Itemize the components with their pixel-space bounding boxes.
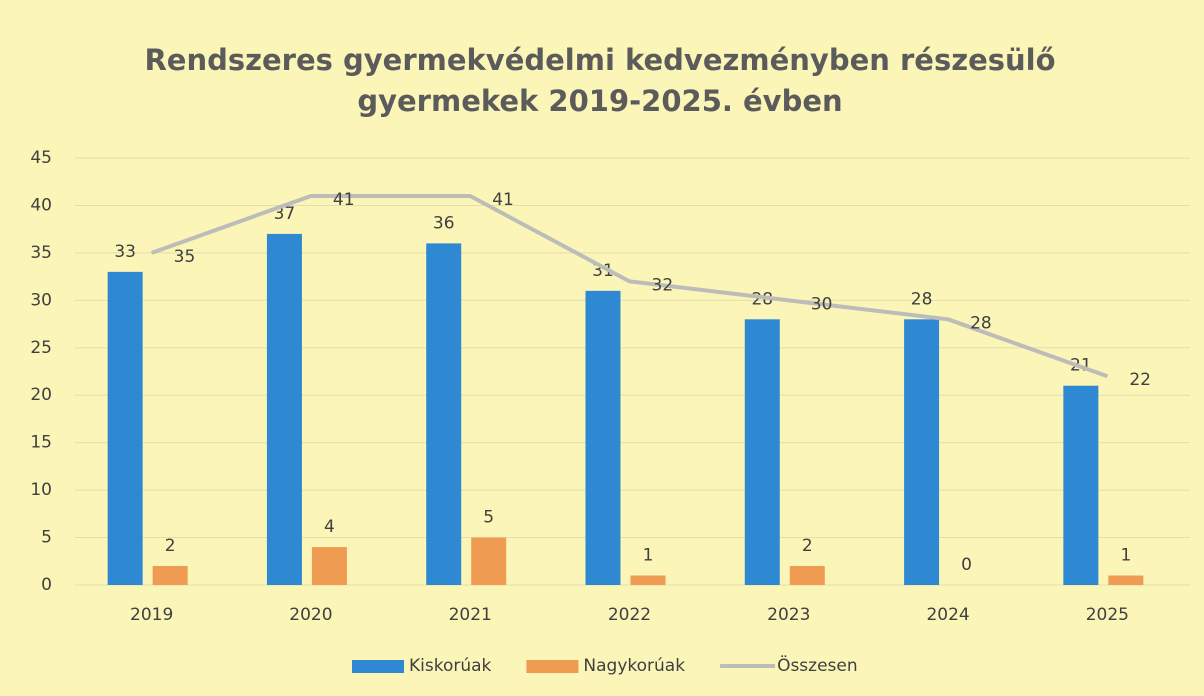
data-label: 28 [751,289,773,309]
data-label: 41 [492,190,514,210]
bar [426,243,462,585]
x-tick-label: 2020 [289,605,332,625]
x-tick-label: 2023 [767,605,810,625]
x-tick-label: 2025 [1086,605,1129,625]
data-label: 35 [174,247,196,267]
bar [471,537,507,585]
bar [266,233,302,585]
data-label: 30 [811,294,833,314]
data-label: 28 [970,313,992,333]
data-label: 33 [114,242,136,262]
bar [107,271,143,585]
bar [904,319,940,585]
x-tick-label: 2024 [926,605,969,625]
bar [311,547,347,585]
legend-swatch [526,660,579,673]
data-label: 4 [324,517,335,537]
data-label: 2 [802,536,813,556]
data-label: 5 [483,508,494,528]
y-tick-label: 40 [30,195,52,215]
y-tick-label: 10 [30,480,52,500]
bar [744,319,780,585]
bar [585,290,621,585]
data-label: 22 [1129,370,1151,390]
line [150,193,1109,379]
y-tick-label: 15 [30,433,52,453]
data-label: 32 [652,275,674,295]
data-label: 1 [643,546,654,566]
data-label: 0 [961,555,972,575]
y-tick-label: 25 [30,338,52,358]
y-tick-label: 20 [30,385,52,405]
legend-label: Összesen [777,654,858,676]
data-label: 2 [165,536,176,556]
y-tick-label: 35 [30,243,52,263]
bar [1108,575,1144,585]
legend-swatch [352,660,404,673]
bar [152,566,188,585]
y-tick-label: 30 [30,290,52,310]
legend-label: Kiskorúak [409,656,492,676]
data-label: 1 [1120,546,1131,566]
x-tick-label: 2019 [130,605,173,625]
x-tick-label: 2021 [449,605,492,625]
chart-title: gyermekek 2019-2025. évben [357,84,842,118]
data-label: 28 [911,289,933,309]
bar [630,575,666,585]
x-tick-label: 2022 [608,605,651,625]
legend-label: Nagykorúak [583,656,685,676]
y-tick-label: 45 [30,148,52,168]
chart-title: Rendszeres gyermekvédelmi kedvezményben … [144,43,1055,77]
data-label: 36 [433,213,455,233]
bar [789,566,825,585]
data-label: 41 [333,190,355,210]
y-tick-label: 0 [41,575,52,595]
bar [1063,385,1099,585]
y-tick-label: 5 [41,528,52,548]
